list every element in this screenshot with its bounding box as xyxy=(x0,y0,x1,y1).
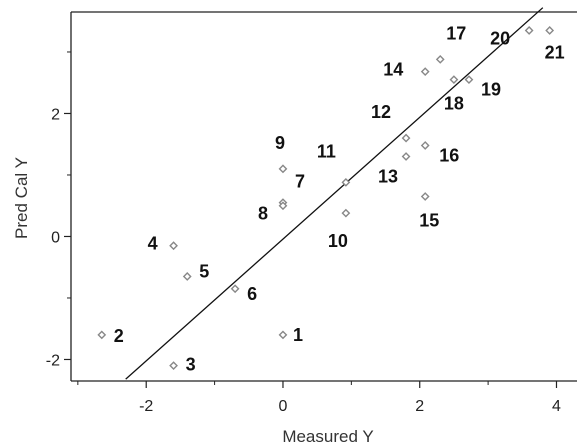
data-point-9 xyxy=(278,164,288,174)
point-label-18: 18 xyxy=(444,94,464,114)
y-axis-label: Pred Cal Y xyxy=(12,157,31,239)
data-point-1 xyxy=(278,330,288,340)
point-label-16: 16 xyxy=(439,145,459,165)
data-point-19 xyxy=(464,75,474,85)
point-label-14: 14 xyxy=(383,60,403,80)
data-point-16 xyxy=(420,141,430,150)
data-point-3 xyxy=(169,361,178,371)
data-point-17 xyxy=(435,54,445,64)
point-label-8: 8 xyxy=(258,204,268,224)
point-label-7: 7 xyxy=(295,172,305,192)
data-point-2 xyxy=(97,330,107,340)
x-axis-label: Measured Y xyxy=(282,427,373,446)
data-point-4 xyxy=(169,241,178,251)
point-label-21: 21 xyxy=(545,42,565,62)
axes xyxy=(70,11,577,382)
point-label-4: 4 xyxy=(148,234,158,254)
y-tick-label: 2 xyxy=(51,106,60,123)
data-point-18 xyxy=(449,75,459,85)
point-label-13: 13 xyxy=(378,167,398,187)
data-point-5 xyxy=(182,272,192,281)
data-point-11 xyxy=(341,177,351,187)
data-point-8 xyxy=(278,201,288,211)
point-label-17: 17 xyxy=(446,23,466,43)
y-tick-label: -2 xyxy=(46,352,60,369)
data-point-10 xyxy=(341,208,351,218)
point-label-6: 6 xyxy=(247,284,257,304)
data-point-13 xyxy=(401,152,411,161)
axis-ticks: -2 0 2 4 -2 0 2 xyxy=(46,51,561,415)
data-point-20 xyxy=(524,26,534,35)
point-label-19: 19 xyxy=(481,80,501,100)
data-point-21 xyxy=(545,26,555,35)
point-label-3: 3 xyxy=(186,355,196,375)
point-label-20: 20 xyxy=(490,28,510,48)
fit-line xyxy=(125,7,544,380)
data-point-15 xyxy=(420,192,430,201)
y-tick-label: 0 xyxy=(51,229,60,246)
x-tick-label: -2 xyxy=(139,398,153,415)
data-points xyxy=(97,26,555,371)
data-point-6 xyxy=(230,284,240,294)
point-label-15: 15 xyxy=(419,211,439,231)
point-label-5: 5 xyxy=(199,261,209,281)
point-label-9: 9 xyxy=(275,133,285,153)
x-tick-label: 2 xyxy=(415,398,424,415)
point-label-1: 1 xyxy=(293,325,303,345)
point-label-2: 2 xyxy=(114,326,124,346)
point-label-12: 12 xyxy=(371,102,391,122)
point-label-11: 11 xyxy=(317,141,336,161)
data-point-14 xyxy=(420,67,430,77)
x-tick-label: 4 xyxy=(552,398,561,415)
point-label-10: 10 xyxy=(328,231,348,251)
data-point-12 xyxy=(401,133,411,143)
fit-line-group xyxy=(125,7,544,380)
x-tick-label: 0 xyxy=(279,398,288,415)
